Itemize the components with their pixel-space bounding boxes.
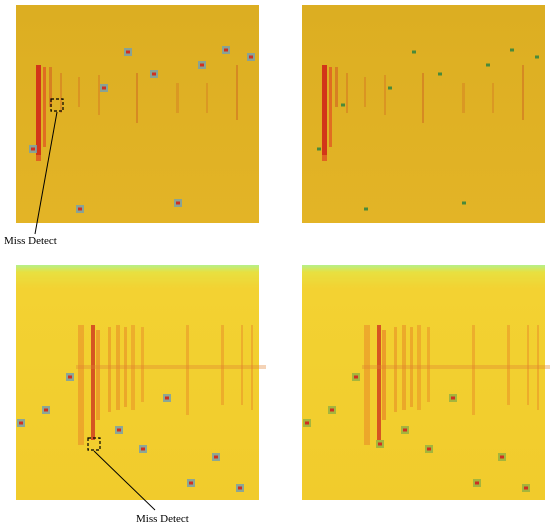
streak xyxy=(472,325,475,415)
streak xyxy=(49,67,52,107)
streak xyxy=(364,77,366,107)
streak xyxy=(36,155,41,161)
signal xyxy=(403,428,407,432)
streak xyxy=(206,83,208,113)
streak xyxy=(236,65,238,120)
signal xyxy=(317,147,321,151)
panels xyxy=(16,5,550,500)
signal xyxy=(535,55,539,59)
streak xyxy=(382,330,386,420)
streak xyxy=(492,83,494,113)
streak xyxy=(43,67,46,147)
streak xyxy=(221,325,224,405)
streak xyxy=(364,325,370,445)
streak xyxy=(384,75,386,115)
streak xyxy=(76,365,266,369)
signal xyxy=(305,421,309,425)
signal xyxy=(341,103,345,107)
signal xyxy=(500,455,504,459)
streak xyxy=(108,327,111,412)
streak xyxy=(176,83,179,113)
streak xyxy=(537,325,539,410)
signal xyxy=(176,201,180,205)
miss-box xyxy=(87,437,101,451)
signal xyxy=(388,86,392,90)
pointer-line xyxy=(93,450,156,511)
signal xyxy=(214,455,218,459)
streak xyxy=(329,67,332,147)
streak xyxy=(78,77,80,107)
streak xyxy=(322,65,327,155)
streak xyxy=(136,73,138,123)
signal xyxy=(152,72,156,76)
signal xyxy=(165,396,169,400)
streak xyxy=(527,325,529,405)
streak xyxy=(394,327,397,412)
signal xyxy=(438,72,442,76)
miss-box xyxy=(50,98,64,112)
signal xyxy=(117,428,121,432)
pointer-line xyxy=(34,111,58,235)
streak xyxy=(96,330,100,420)
streak xyxy=(322,155,327,161)
streak xyxy=(422,73,424,123)
annotation-label: Miss Detect xyxy=(4,235,57,247)
streak xyxy=(417,325,421,410)
signal xyxy=(200,63,204,67)
signal xyxy=(354,375,358,379)
signal xyxy=(486,63,490,67)
signal xyxy=(475,481,479,485)
annotation-label: Miss Detect xyxy=(136,513,189,525)
streak xyxy=(346,73,348,113)
streak xyxy=(131,325,135,410)
spectrogram xyxy=(302,5,545,223)
signal xyxy=(330,408,334,412)
signal xyxy=(68,375,72,379)
signal xyxy=(189,481,193,485)
signal xyxy=(19,421,23,425)
signal xyxy=(524,486,528,490)
streak xyxy=(362,365,550,369)
streak xyxy=(251,325,253,410)
signal xyxy=(78,207,82,211)
streak xyxy=(60,73,62,113)
signal xyxy=(126,50,130,54)
signal xyxy=(44,408,48,412)
streak xyxy=(116,325,120,410)
streak xyxy=(427,327,430,402)
signal xyxy=(427,447,431,451)
streak xyxy=(335,67,338,107)
signal xyxy=(102,86,106,90)
signal xyxy=(141,447,145,451)
streak xyxy=(522,65,524,120)
signal xyxy=(412,50,416,54)
streak xyxy=(141,327,144,402)
streak xyxy=(91,325,95,440)
signal xyxy=(378,442,382,446)
signal xyxy=(249,55,253,59)
streak xyxy=(78,325,84,445)
signal xyxy=(451,396,455,400)
streak xyxy=(98,75,100,115)
streak xyxy=(241,325,243,405)
signal xyxy=(224,48,228,52)
signal xyxy=(462,201,466,205)
signal xyxy=(238,486,242,490)
streak xyxy=(377,325,381,440)
signal xyxy=(31,147,35,151)
streak xyxy=(462,83,465,113)
signal xyxy=(364,207,368,211)
streak xyxy=(186,325,189,415)
streak xyxy=(507,325,510,405)
streak xyxy=(36,65,41,155)
streak xyxy=(124,327,127,407)
streak xyxy=(402,325,406,410)
signal xyxy=(510,48,514,52)
streak xyxy=(410,327,413,407)
